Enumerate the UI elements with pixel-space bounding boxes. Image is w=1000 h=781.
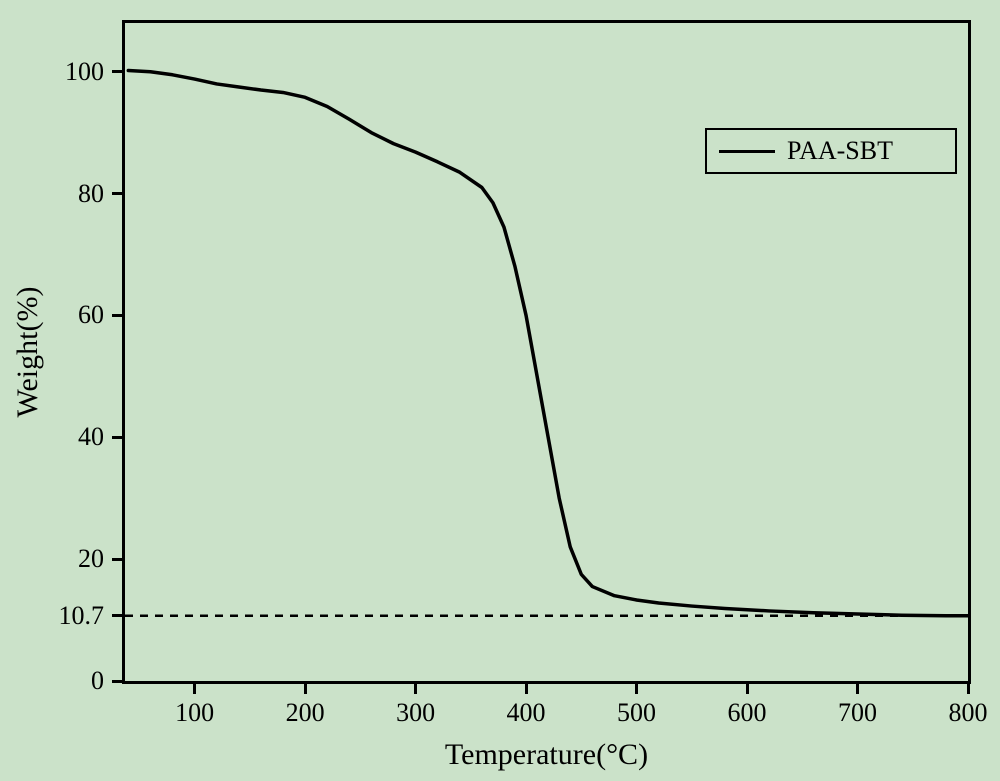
- x-tick-label: 200: [286, 698, 325, 728]
- y-tick: [112, 436, 122, 439]
- y-tick: [112, 680, 122, 683]
- y-tick-label: 40: [78, 422, 104, 452]
- x-tick-label: 400: [507, 698, 546, 728]
- x-tick: [414, 684, 417, 694]
- y-tick-label: 20: [78, 544, 104, 574]
- y-tick-label: 80: [78, 179, 104, 209]
- y-tick-label: 100: [65, 57, 104, 87]
- y-tick-label: 0: [91, 666, 104, 696]
- x-tick: [746, 684, 749, 694]
- x-tick-label: 300: [396, 698, 435, 728]
- x-tick: [635, 684, 638, 694]
- x-axis-title: Temperature(°C): [445, 738, 648, 772]
- legend-label: PAA-SBT: [787, 136, 893, 166]
- y-tick-label: 60: [78, 300, 104, 330]
- x-tick-label: 800: [949, 698, 988, 728]
- y-tick: [112, 558, 122, 561]
- x-tick-label: 100: [175, 698, 214, 728]
- y-axis-title: Weight(%): [11, 287, 45, 418]
- legend: PAA-SBT: [705, 128, 957, 174]
- plot-area: [122, 20, 971, 684]
- y-tick: [112, 70, 122, 73]
- x-tick-label: 500: [617, 698, 656, 728]
- y-tick-label: 10.7: [59, 601, 105, 631]
- y-tick: [112, 192, 122, 195]
- x-tick: [304, 684, 307, 694]
- x-tick-label: 600: [728, 698, 767, 728]
- y-tick: [112, 614, 122, 617]
- x-tick: [525, 684, 528, 694]
- chart-canvas: 100 200 300 400 500 600 700 800 0 10.7 20 40 60 80 100…: [0, 0, 1000, 781]
- x-tick-label: 700: [838, 698, 877, 728]
- x-tick: [856, 684, 859, 694]
- x-tick: [967, 684, 970, 694]
- y-tick: [112, 314, 122, 317]
- legend-swatch: [719, 150, 775, 153]
- x-tick: [193, 684, 196, 694]
